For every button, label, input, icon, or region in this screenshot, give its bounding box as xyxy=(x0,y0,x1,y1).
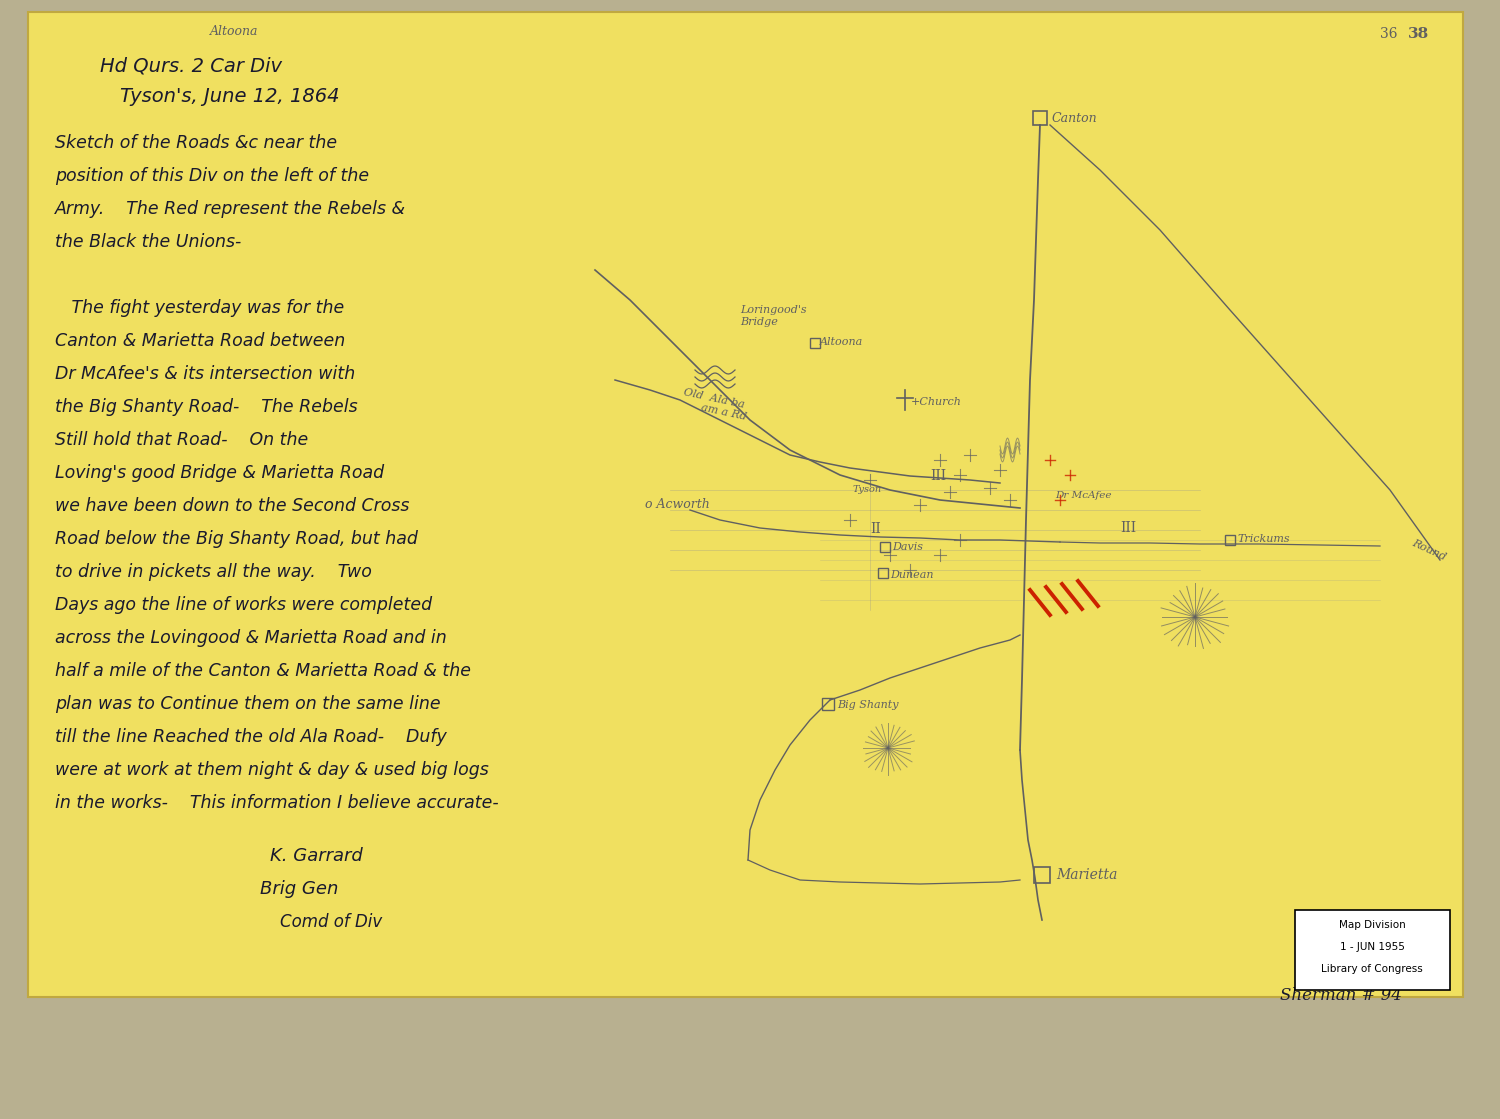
Text: plan was to Continue them on the same line: plan was to Continue them on the same li… xyxy=(56,695,441,713)
Bar xyxy=(810,338,820,348)
Text: Round: Round xyxy=(1410,537,1448,562)
Text: K. Garrard: K. Garrard xyxy=(270,847,363,865)
Text: Tyson: Tyson xyxy=(853,485,882,493)
Text: Loving's good Bridge & Marietta Road: Loving's good Bridge & Marietta Road xyxy=(56,464,384,482)
Text: Road below the Big Shanty Road, but had: Road below the Big Shanty Road, but had xyxy=(56,530,419,548)
Text: Dunean: Dunean xyxy=(890,570,933,580)
Bar xyxy=(1034,111,1047,125)
Text: the Black the Unions-: the Black the Unions- xyxy=(56,233,242,251)
Text: Canton & Marietta Road between: Canton & Marietta Road between xyxy=(56,332,345,350)
Text: till the line Reached the old Ala Road-    Dufy: till the line Reached the old Ala Road- … xyxy=(56,728,447,746)
Text: Army.    The Red represent the Rebels &: Army. The Red represent the Rebels & xyxy=(56,200,406,218)
Text: Sketch of the Roads &c near the: Sketch of the Roads &c near the xyxy=(56,134,338,152)
Bar xyxy=(1294,910,1450,990)
Text: Altoona: Altoona xyxy=(821,337,864,347)
Text: Davis: Davis xyxy=(892,542,922,552)
Text: Loringood's
Bridge: Loringood's Bridge xyxy=(740,305,807,327)
Text: 38: 38 xyxy=(1408,27,1430,41)
Text: 36: 36 xyxy=(1380,27,1398,41)
Bar xyxy=(878,568,888,579)
Text: Altoona: Altoona xyxy=(210,25,258,38)
Text: Comd of Div: Comd of Div xyxy=(280,913,382,931)
Text: Dr McAfee: Dr McAfee xyxy=(1054,491,1112,500)
Text: Library of Congress: Library of Congress xyxy=(1322,963,1424,974)
Bar xyxy=(822,698,834,709)
Text: position of this Div on the left of the: position of this Div on the left of the xyxy=(56,167,369,185)
Text: Dr McAfee's & its intersection with: Dr McAfee's & its intersection with xyxy=(56,365,356,383)
Text: Brig Gen: Brig Gen xyxy=(260,880,339,899)
Text: +Church: +Church xyxy=(910,397,962,407)
Text: the Big Shanty Road-    The Rebels: the Big Shanty Road- The Rebels xyxy=(56,398,357,416)
Text: across the Lovingood & Marietta Road and in: across the Lovingood & Marietta Road and… xyxy=(56,629,447,647)
Text: Hd Qurs. 2 Car Div: Hd Qurs. 2 Car Div xyxy=(100,57,282,76)
Text: were at work at them night & day & used big logs: were at work at them night & day & used … xyxy=(56,761,489,779)
Text: III: III xyxy=(930,469,946,483)
Bar xyxy=(28,12,1462,997)
Bar xyxy=(1226,535,1234,545)
Text: 1 - JUN 1955: 1 - JUN 1955 xyxy=(1340,942,1404,952)
Text: Canton: Canton xyxy=(1052,112,1098,125)
Text: Still hold that Road-    On the: Still hold that Road- On the xyxy=(56,431,309,449)
Text: Sherman # 94: Sherman # 94 xyxy=(1280,987,1402,1004)
Text: Days ago the line of works were completed: Days ago the line of works were complete… xyxy=(56,596,432,614)
Bar xyxy=(880,542,890,552)
Text: Map Division: Map Division xyxy=(1338,920,1406,930)
Text: II: II xyxy=(870,521,880,536)
Text: III: III xyxy=(1120,521,1136,535)
Bar xyxy=(1034,867,1050,883)
Text: to drive in pickets all the way.    Two: to drive in pickets all the way. Two xyxy=(56,563,372,581)
Text: Tyson's, June 12, 1864: Tyson's, June 12, 1864 xyxy=(120,87,339,106)
Text: Trickums: Trickums xyxy=(1238,534,1290,544)
Text: half a mile of the Canton & Marietta Road & the: half a mile of the Canton & Marietta Roa… xyxy=(56,662,471,680)
Text: Marietta: Marietta xyxy=(1056,868,1118,882)
Text: o Acworth: o Acworth xyxy=(645,498,710,511)
Text: we have been down to the Second Cross: we have been down to the Second Cross xyxy=(56,497,410,515)
Text: in the works-    This information I believe accurate-: in the works- This information I believe… xyxy=(56,794,498,812)
Text: Old  Ala ba
      am a Rd: Old Ala ba am a Rd xyxy=(680,387,750,422)
Text: The fight yesterday was for the: The fight yesterday was for the xyxy=(56,299,344,317)
Text: Big Shanty: Big Shanty xyxy=(837,700,898,709)
